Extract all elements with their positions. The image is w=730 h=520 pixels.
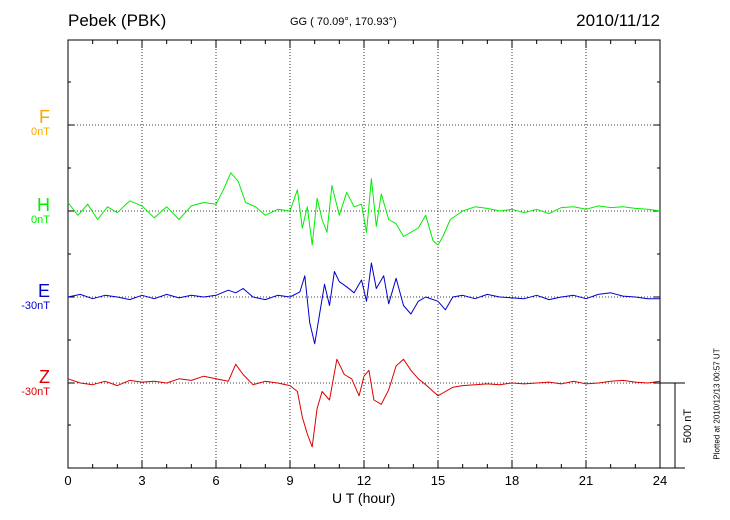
series-group — [67, 172, 661, 448]
component-f-offset: 0nT — [31, 126, 50, 138]
x-tick-label: 0 — [64, 473, 71, 488]
date-label: 2010/11/12 — [576, 11, 660, 30]
component-h-offset: 0nT — [31, 214, 50, 226]
x-axis-ticks: 0 3 6 9 12 15 18 21 24 — [64, 40, 667, 488]
x-axis-label: U T (hour) — [332, 490, 396, 506]
x-tick-label: 12 — [357, 473, 371, 488]
station-title: Pebek (PBK) — [68, 11, 167, 30]
component-f: F 0nT — [31, 108, 50, 139]
x-tick-label: 6 — [212, 473, 219, 488]
component-e: E -30nT — [21, 282, 50, 313]
x-tick-label: 15 — [431, 473, 445, 488]
x-tick-label: 3 — [138, 473, 145, 488]
plotted-timestamp: Plotted at 2010/12/13 00:57 UT — [712, 348, 722, 460]
x-tick-label: 9 — [286, 473, 293, 488]
coordinates-label: GG ( 70.09°, 170.93°) — [290, 16, 397, 28]
scale-bar-label: 500 nT — [682, 408, 694, 444]
component-z-offset: -30nT — [21, 386, 50, 398]
series-line-z — [67, 358, 661, 448]
x-tick-label: 18 — [505, 473, 519, 488]
grid-lines — [68, 40, 660, 468]
component-h-label: H — [37, 195, 50, 215]
component-f-label: F — [39, 107, 50, 127]
series-line-e — [67, 262, 660, 345]
series-line-h — [67, 172, 661, 246]
x-tick-label: 24 — [653, 473, 667, 488]
component-h: H 0nT — [31, 196, 50, 227]
x-tick-label: 21 — [579, 473, 593, 488]
component-e-offset: -30nT — [21, 300, 50, 312]
component-z-label: Z — [39, 367, 50, 387]
scale-bar — [660, 382, 685, 469]
component-e-label: E — [37, 281, 50, 301]
component-z: Z -30nT — [21, 368, 50, 399]
